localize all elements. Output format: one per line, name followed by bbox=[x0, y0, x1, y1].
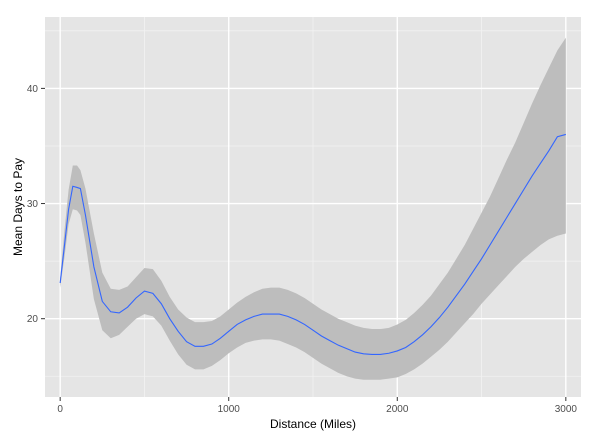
x-axis: 0 1000 2000 3000 bbox=[57, 397, 577, 415]
minor-gridlines bbox=[45, 17, 581, 397]
x-axis-title: Distance (Miles) bbox=[270, 417, 356, 431]
y-tick-label: 40 bbox=[27, 84, 39, 95]
y-axis-title: Mean Days to Pay bbox=[11, 158, 25, 256]
x-tick-label: 0 bbox=[57, 404, 63, 415]
y-axis: 20 30 40 bbox=[27, 84, 45, 325]
confidence-ribbon bbox=[60, 37, 566, 380]
x-tick-label: 1000 bbox=[218, 404, 241, 415]
x-tick-label: 2000 bbox=[386, 404, 409, 415]
smooth-line bbox=[59, 133, 566, 355]
y-tick-label: 30 bbox=[27, 199, 39, 210]
x-tick-label: 3000 bbox=[555, 404, 578, 415]
y-tick-label: 20 bbox=[27, 314, 39, 325]
